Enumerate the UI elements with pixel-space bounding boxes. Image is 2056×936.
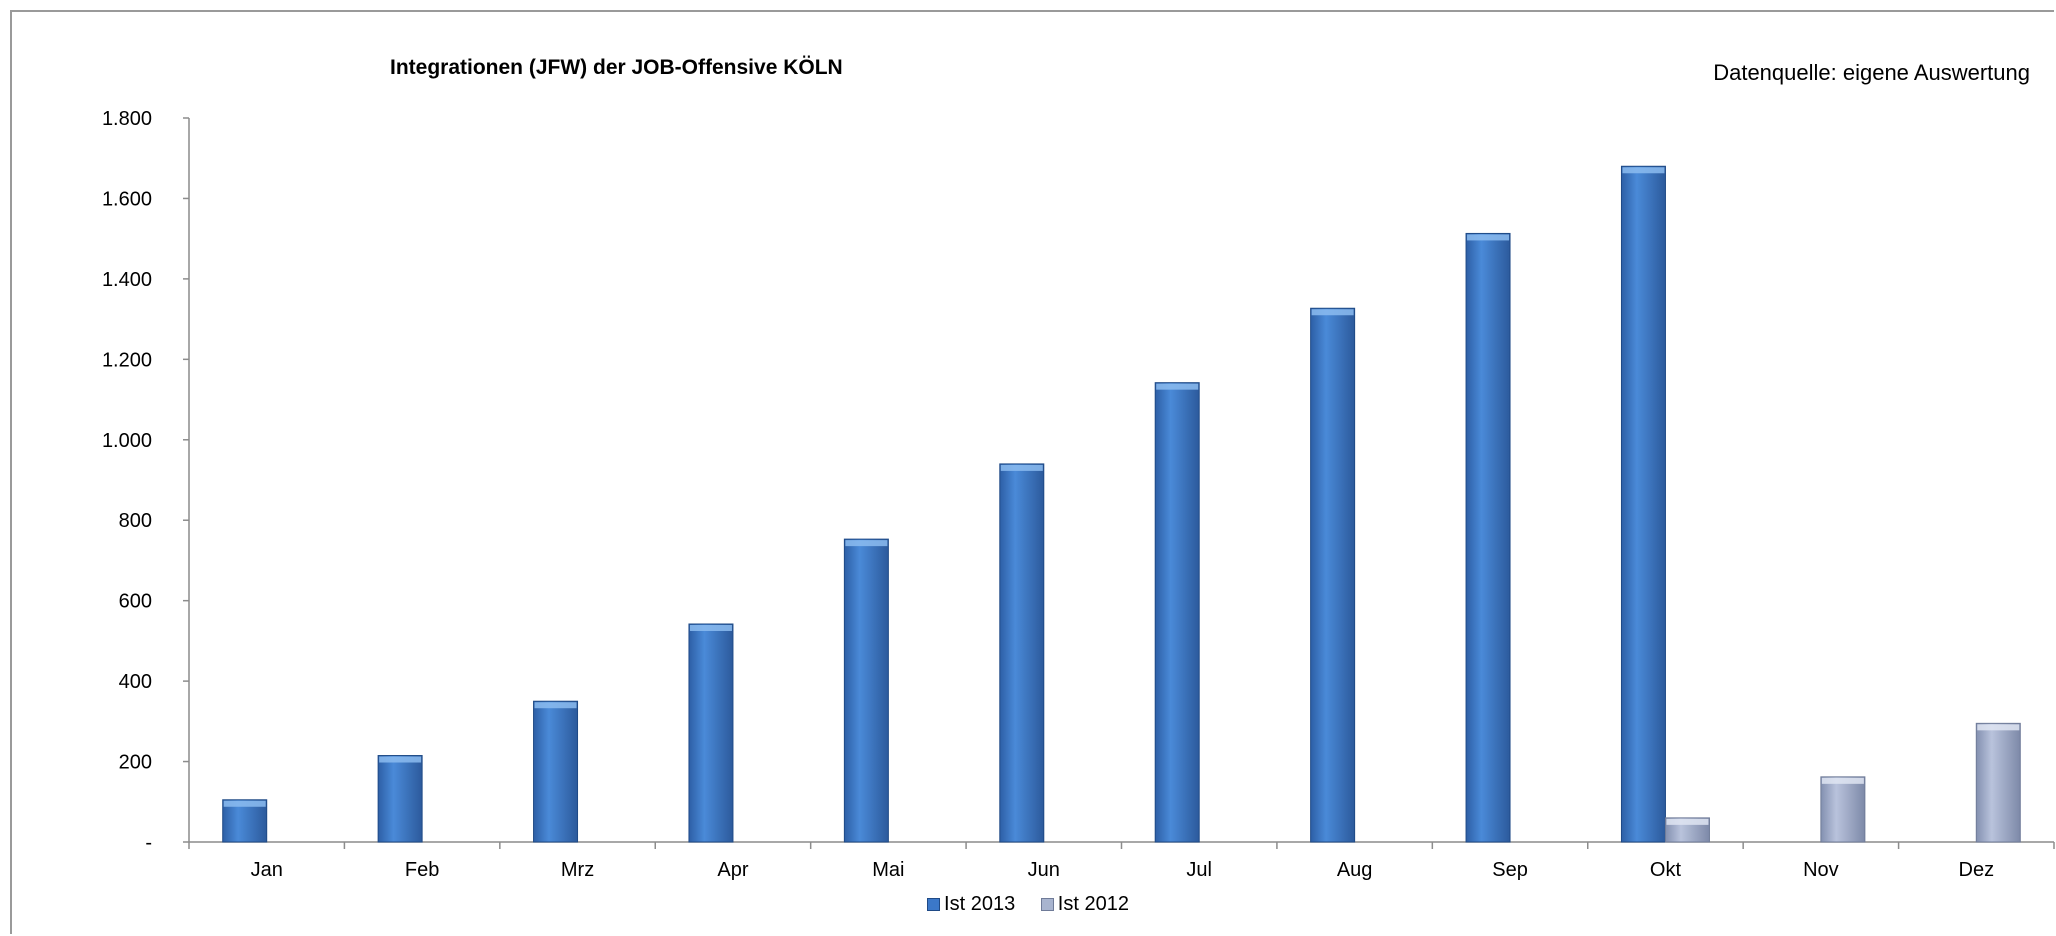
bar-highlight xyxy=(689,624,732,631)
x-tick-label: Dez xyxy=(1959,859,1995,881)
bar-highlight xyxy=(1821,777,1864,784)
y-tick-label: 1.600 xyxy=(102,188,152,210)
y-tick-label: 1.400 xyxy=(102,269,152,291)
legend-swatch-2013 xyxy=(927,898,941,911)
y-tick-label: - xyxy=(145,832,152,854)
bar-highlight xyxy=(1622,167,1665,174)
x-tick-label: Feb xyxy=(405,859,439,881)
bar-ist-2013-jan xyxy=(222,799,268,843)
bar-highlight xyxy=(1311,309,1354,316)
legend-item-2012: Ist 2012 xyxy=(1040,893,1129,916)
bar-highlight xyxy=(845,540,888,547)
legend-label-2012: Ist 2012 xyxy=(1057,893,1129,915)
x-tick-label: Aug xyxy=(1337,859,1373,881)
bar-ist-2013-jul xyxy=(1154,382,1200,843)
chart-title: Integrationen (JFW) der JOB-Offensive KÖ… xyxy=(390,56,843,79)
bar-ist-2013-okt xyxy=(1620,165,1666,843)
y-tick-label: 200 xyxy=(119,752,152,774)
x-tick-label: Apr xyxy=(717,859,748,881)
y-tick-label: 1.000 xyxy=(102,430,152,452)
bar-highlight xyxy=(1467,234,1510,241)
bar-ist-2012-dez xyxy=(1975,722,2021,843)
bar-highlight xyxy=(534,702,577,709)
y-tick-label: 800 xyxy=(119,510,152,532)
y-tick-label: 1.200 xyxy=(102,349,152,371)
bar-ist-2013-mai xyxy=(843,538,889,843)
bar-ist-2013-jun xyxy=(999,463,1045,843)
bar-highlight xyxy=(1156,383,1199,390)
x-tick-label: Okt xyxy=(1650,859,1682,881)
bar-ist-2013-apr xyxy=(688,623,734,843)
bar-ist-2013-mrz xyxy=(533,700,579,843)
x-tick-label: Mai xyxy=(872,859,904,881)
bar-highlight xyxy=(223,800,266,807)
x-tick-label: Jan xyxy=(251,859,283,881)
data-source-note: Datenquelle: eigene Auswertung xyxy=(1713,60,2030,85)
y-tick-label: 1.800 xyxy=(102,108,152,130)
legend-label-2013: Ist 2013 xyxy=(944,893,1016,915)
bar-ist-2012-nov xyxy=(1820,776,1866,843)
x-tick-label: Nov xyxy=(1803,859,1839,881)
x-tick-label: Jul xyxy=(1186,859,1212,881)
x-tick-label: Jun xyxy=(1028,859,1060,881)
chart-frame xyxy=(10,10,2054,934)
y-tick-label: 600 xyxy=(119,591,152,613)
bar-ist-2013-sep xyxy=(1465,232,1511,843)
bar-ist-2013-aug xyxy=(1310,307,1356,843)
bar-ist-2013-feb xyxy=(377,755,423,843)
x-tick-label: Mrz xyxy=(561,859,594,881)
legend-swatch-2012 xyxy=(1040,898,1054,911)
bar-highlight xyxy=(379,756,422,763)
legend: Ist 2013 Ist 2012 xyxy=(0,893,2056,917)
legend-item-2013: Ist 2013 xyxy=(927,893,1015,916)
bar-highlight xyxy=(1666,818,1709,825)
y-tick-label: 400 xyxy=(119,671,152,693)
bar-highlight xyxy=(1977,724,2020,731)
bar-highlight xyxy=(1000,464,1043,471)
x-tick-label: Sep xyxy=(1492,859,1528,881)
